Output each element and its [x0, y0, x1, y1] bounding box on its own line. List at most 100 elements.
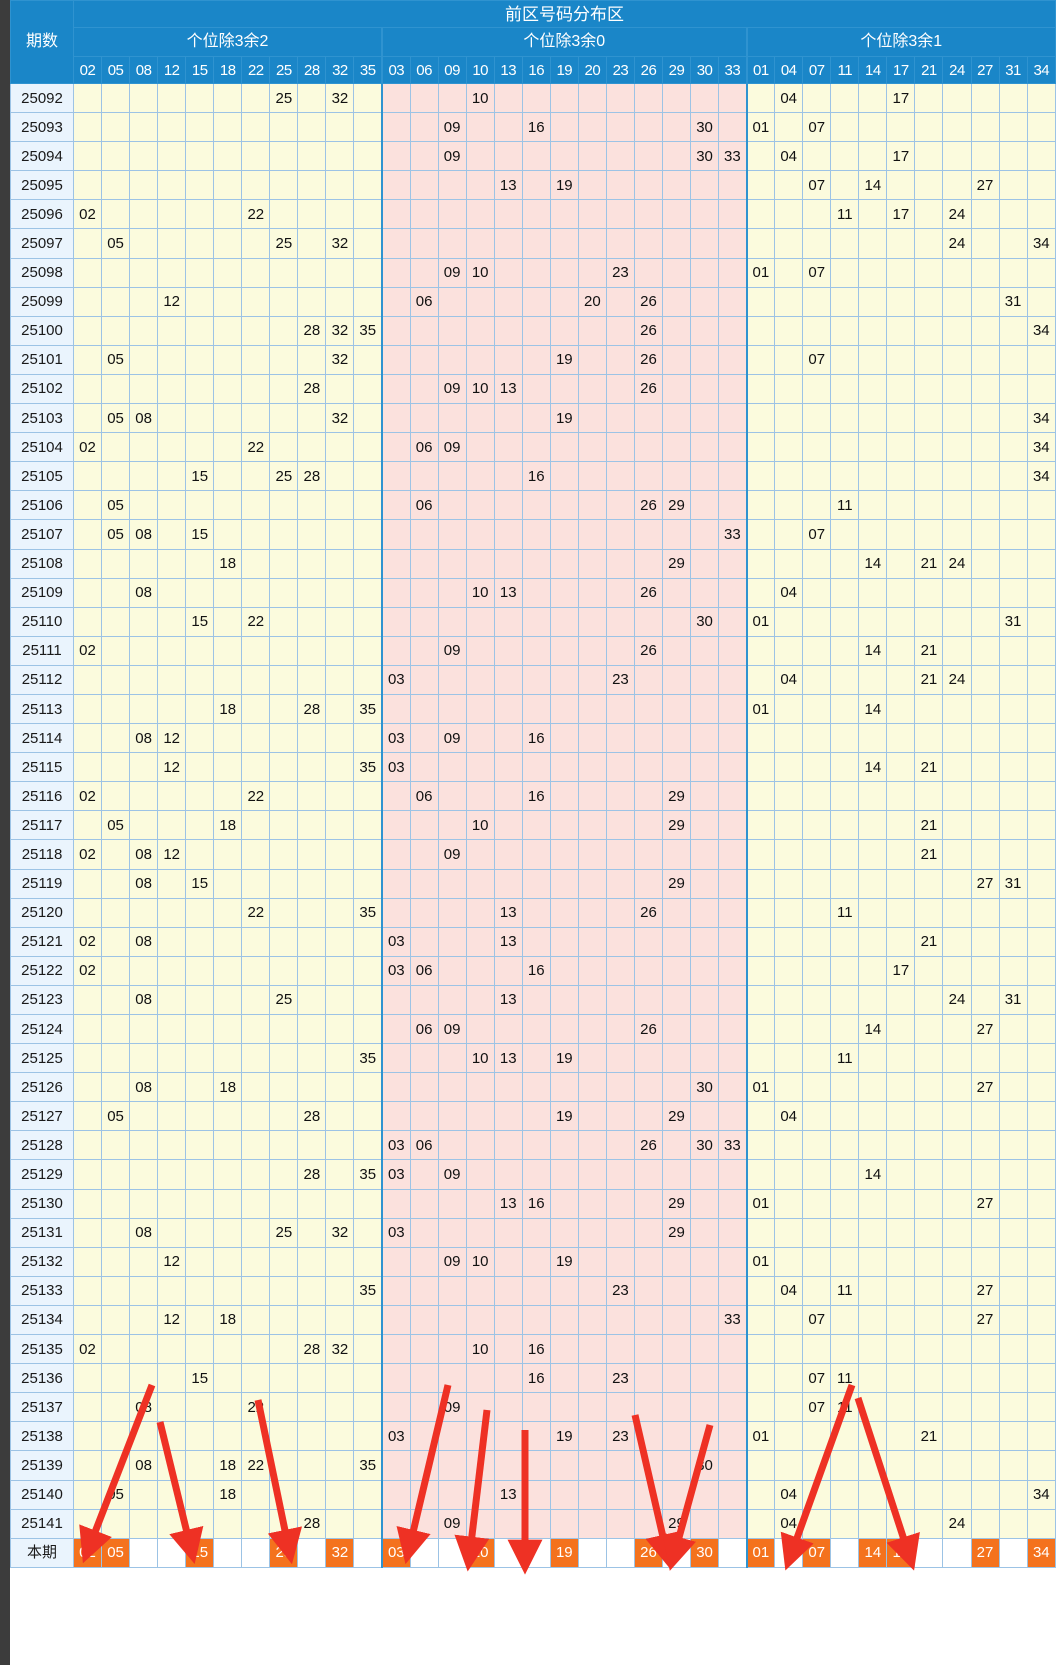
empty-cell-27 [970, 664, 1000, 695]
column-header-10[interactable]: 10 [465, 56, 495, 84]
empty-cell-31 [998, 170, 1028, 201]
column-header-22[interactable]: 22 [241, 56, 271, 84]
column-header-29[interactable]: 29 [661, 56, 692, 84]
column-header-08[interactable]: 08 [129, 56, 159, 84]
empty-cell-12 [157, 344, 187, 375]
empty-cell-30 [690, 403, 720, 434]
empty-cell-14 [858, 403, 888, 434]
column-header-15[interactable]: 15 [185, 56, 215, 84]
empty-cell-32 [325, 752, 355, 783]
column-header-17[interactable]: 17 [886, 56, 916, 84]
column-header-33[interactable]: 33 [718, 56, 748, 84]
column-header-34[interactable]: 34 [1026, 56, 1056, 84]
empty-cell-16 [521, 82, 551, 114]
column-header-13[interactable]: 13 [493, 56, 523, 84]
empty-cell-25 [269, 1479, 299, 1510]
empty-cell-19 [549, 868, 579, 899]
column-header-14[interactable]: 14 [858, 56, 888, 84]
empty-cell-35 [353, 228, 383, 259]
hit-cell-01: 01 [745, 1246, 776, 1277]
empty-cell-09 [437, 1304, 467, 1336]
empty-cell-21 [914, 955, 944, 986]
hit-cell-26: 26 [633, 490, 663, 521]
column-header-03[interactable]: 03 [381, 56, 411, 84]
empty-cell-05 [101, 1334, 131, 1365]
column-header-23[interactable]: 23 [605, 56, 635, 84]
empty-cell-07 [802, 781, 832, 812]
empty-cell-18 [213, 868, 243, 899]
column-header-20[interactable]: 20 [577, 56, 607, 84]
issue-number: 25106 [10, 490, 74, 521]
empty-cell-21 [914, 1508, 944, 1539]
empty-cell-18 [213, 984, 243, 1016]
empty-cell-15 [185, 228, 215, 259]
column-header-05[interactable]: 05 [101, 56, 131, 84]
empty-cell-08 [129, 606, 159, 637]
empty-cell-29 [661, 1275, 692, 1306]
column-header-28[interactable]: 28 [297, 56, 327, 84]
column-header-11[interactable]: 11 [830, 56, 860, 84]
empty-cell-15 [185, 1130, 215, 1161]
empty-cell-34 [1026, 1188, 1056, 1219]
hit-cell-06: 06 [409, 432, 439, 463]
column-header-09[interactable]: 09 [437, 56, 467, 84]
empty-cell-26 [633, 519, 663, 550]
issue-number: 25100 [10, 315, 74, 346]
empty-cell-24 [942, 723, 972, 754]
column-header-32[interactable]: 32 [325, 56, 355, 84]
empty-cell-06 [409, 1508, 439, 1539]
empty-cell-13 [493, 1101, 523, 1132]
empty-cell-05 [101, 199, 131, 230]
empty-cell-07 [802, 1013, 832, 1045]
column-header-21[interactable]: 21 [914, 56, 944, 84]
empty-cell-35 [353, 112, 383, 143]
empty-cell-17 [886, 1188, 916, 1219]
column-header-27[interactable]: 27 [970, 56, 1000, 84]
column-header-12[interactable]: 12 [157, 56, 187, 84]
empty-cell-08 [129, 1334, 159, 1365]
empty-cell-34 [1026, 82, 1056, 114]
empty-cell-20 [577, 1275, 607, 1306]
empty-cell-34 [1026, 635, 1056, 666]
column-header-31[interactable]: 31 [998, 56, 1028, 84]
column-header-30[interactable]: 30 [690, 56, 720, 84]
column-header-07[interactable]: 07 [802, 56, 832, 84]
empty-cell-06 [409, 315, 439, 346]
column-header-18[interactable]: 18 [213, 56, 243, 84]
empty-cell-33 [718, 1334, 748, 1365]
column-header-26[interactable]: 26 [633, 56, 663, 84]
empty-cell-09 [437, 810, 467, 841]
empty-cell-08 [129, 1363, 159, 1394]
column-header-35[interactable]: 35 [353, 56, 383, 84]
column-header-04[interactable]: 04 [774, 56, 804, 84]
column-header-19[interactable]: 19 [549, 56, 579, 84]
empty-cell-02 [72, 868, 103, 899]
column-header-02[interactable]: 02 [72, 56, 103, 84]
empty-cell-02 [72, 519, 103, 550]
empty-cell-19 [549, 461, 579, 492]
hit-cell-11: 11 [830, 490, 860, 521]
empty-cell-12 [157, 1450, 187, 1481]
table-row: 25134 12 18 33 07 27 [10, 1304, 1056, 1336]
column-header-16[interactable]: 16 [521, 56, 551, 84]
empty-cell-33 [718, 1101, 748, 1132]
empty-cell-04 [774, 1363, 804, 1394]
hit-cell-06: 06 [409, 1013, 439, 1045]
empty-cell-10 [465, 1450, 495, 1481]
issue-number: 25110 [10, 606, 74, 637]
column-header-01[interactable]: 01 [745, 56, 776, 84]
empty-cell-33 [718, 344, 748, 375]
column-header-24[interactable]: 24 [942, 56, 972, 84]
empty-cell-24 [942, 1392, 972, 1423]
empty-cell-32 [325, 1043, 355, 1074]
column-header-06[interactable]: 06 [409, 56, 439, 84]
hit-cell-14: 14 [858, 1013, 888, 1045]
hit-cell-06: 06 [409, 490, 439, 521]
empty-cell-32 [325, 1275, 355, 1306]
empty-cell-33 [718, 403, 748, 434]
hit-cell-13: 13 [493, 1479, 523, 1510]
column-header-25[interactable]: 25 [269, 56, 299, 84]
empty-cell-33 [718, 955, 748, 986]
empty-cell-16 [521, 1072, 551, 1103]
empty-cell-28 [297, 635, 327, 666]
